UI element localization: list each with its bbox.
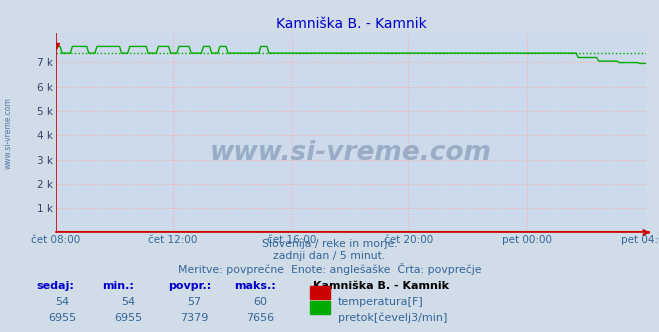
Text: www.si-vreme.com: www.si-vreme.com xyxy=(3,97,13,169)
Text: 7656: 7656 xyxy=(246,313,274,323)
Text: min.:: min.: xyxy=(102,281,134,290)
Text: 54: 54 xyxy=(121,297,136,307)
Text: 60: 60 xyxy=(253,297,268,307)
Text: www.si-vreme.com: www.si-vreme.com xyxy=(210,140,492,166)
Text: temperatura[F]: temperatura[F] xyxy=(338,297,424,307)
Text: 54: 54 xyxy=(55,297,70,307)
Title: Kamniška B. - Kamnik: Kamniška B. - Kamnik xyxy=(275,17,426,31)
Text: Kamniška B. - Kamnik: Kamniška B. - Kamnik xyxy=(313,281,449,290)
Text: Slovenija / reke in morje.: Slovenija / reke in morje. xyxy=(262,239,397,249)
Text: 57: 57 xyxy=(187,297,202,307)
Text: sedaj:: sedaj: xyxy=(36,281,74,290)
Text: zadnji dan / 5 minut.: zadnji dan / 5 minut. xyxy=(273,251,386,261)
Text: 6955: 6955 xyxy=(115,313,142,323)
Text: 6955: 6955 xyxy=(49,313,76,323)
Text: pretok[čevelj3/min]: pretok[čevelj3/min] xyxy=(338,313,447,323)
Text: 7379: 7379 xyxy=(180,313,209,323)
Text: povpr.:: povpr.: xyxy=(168,281,212,290)
Text: Meritve: povprečne  Enote: anglešaške  Črta: povprečje: Meritve: povprečne Enote: anglešaške Črt… xyxy=(178,263,481,275)
Text: maks.:: maks.: xyxy=(234,281,275,290)
